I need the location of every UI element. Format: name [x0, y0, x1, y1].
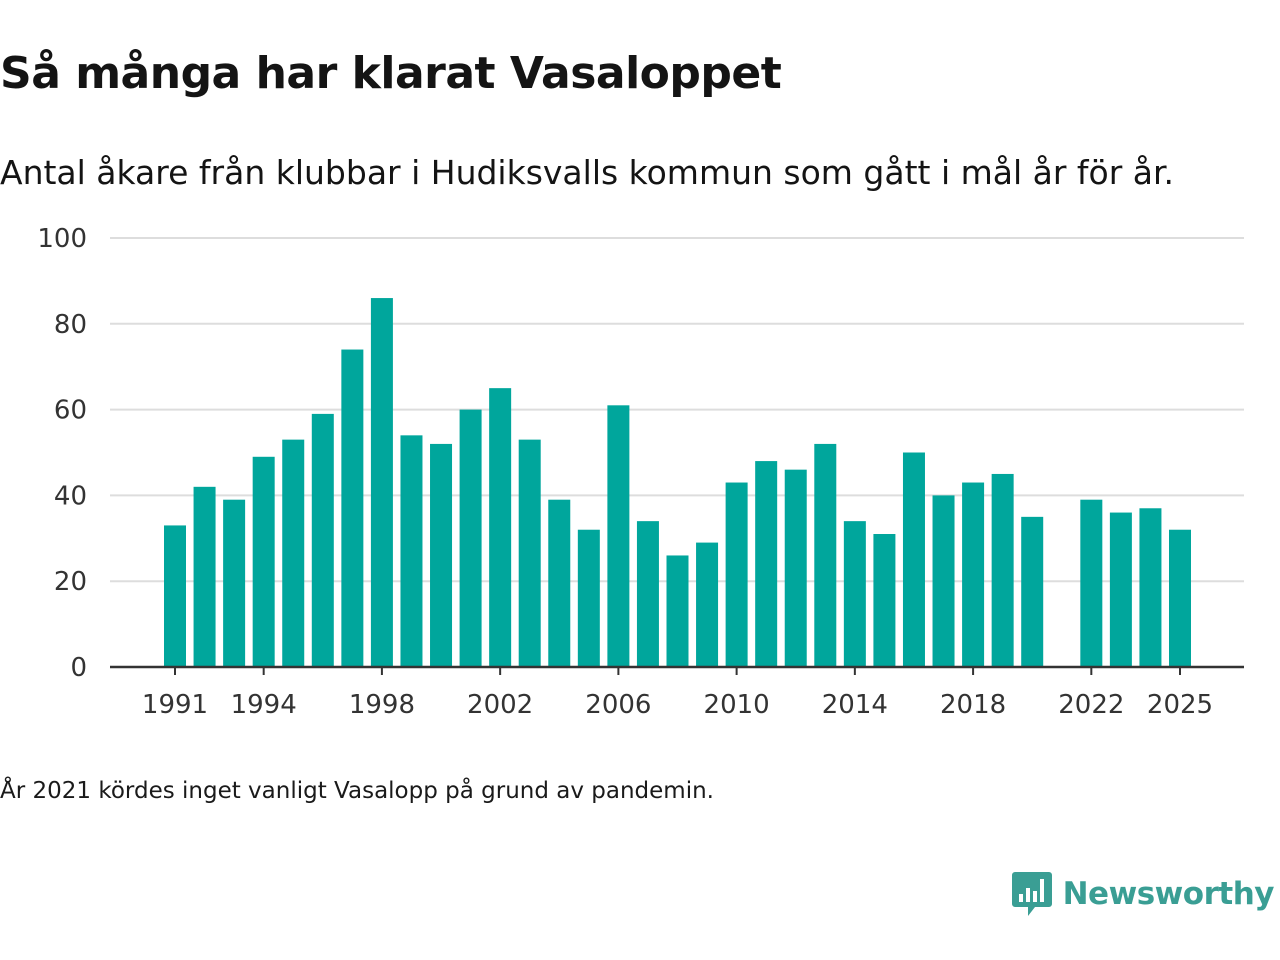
bar-2022 — [1080, 499, 1103, 667]
y-tick-label: 100 — [37, 224, 87, 254]
bar-2015 — [873, 534, 896, 667]
bar-2016 — [902, 452, 925, 667]
y-tick-label: 60 — [54, 396, 87, 426]
x-axis — [110, 665, 1244, 675]
bar-2004 — [548, 499, 571, 667]
y-tick-label: 40 — [54, 481, 87, 511]
bar-2011 — [755, 461, 778, 667]
bar-2007 — [636, 521, 659, 667]
bar-2019 — [991, 473, 1014, 667]
x-tick-label: 2022 — [1058, 690, 1124, 720]
bar-2018 — [962, 482, 985, 667]
bar-1993 — [223, 499, 246, 667]
brand-logo: Newsworthy — [1011, 870, 1275, 918]
bar-2005 — [577, 529, 600, 667]
gridlines — [110, 237, 1244, 583]
bar-2009 — [696, 542, 719, 667]
bar-2003 — [518, 439, 541, 667]
x-tick-label: 2018 — [940, 690, 1006, 720]
bar-2001 — [459, 409, 482, 667]
bar-2024 — [1139, 508, 1162, 667]
bar-1995 — [282, 439, 305, 667]
bar-2025 — [1169, 529, 1191, 667]
bar-1999 — [400, 435, 423, 667]
bar-2008 — [666, 555, 689, 667]
bar-1992 — [193, 486, 216, 667]
x-tick-label: 2025 — [1147, 690, 1213, 720]
x-tick-label: 2002 — [467, 690, 533, 720]
y-axis-labels: 0 20 40 60 80 100 — [37, 224, 87, 683]
x-tick-label: 1998 — [349, 690, 415, 720]
bar-2014 — [843, 521, 866, 667]
bar-1997 — [341, 349, 364, 667]
x-tick-label: 1991 — [142, 690, 208, 720]
x-axis-labels: 1991 1994 1998 2002 2006 2010 2014 2018 2022 2025 — [142, 690, 1213, 720]
bar-2020 — [1021, 516, 1044, 667]
y-tick-label: 80 — [54, 310, 87, 340]
bar-2013 — [814, 443, 837, 667]
brand-name: Newsworthy — [1062, 876, 1275, 912]
x-tick-label: 2014 — [822, 690, 888, 720]
bar-1994 — [252, 456, 275, 667]
bar-2002 — [489, 388, 512, 667]
bar-chart: 0 20 40 60 80 100 1991 1994 1998 2002 2006 2010 201… — [37, 224, 1244, 720]
newsworthy-logo-icon — [1011, 872, 1052, 916]
chart-subtitle: Antal åkare från klubbar i Hudiksvalls k… — [0, 153, 1175, 192]
x-tick-label: 2010 — [704, 690, 770, 720]
bar-2017 — [932, 495, 955, 667]
y-tick-label: 20 — [54, 567, 87, 597]
bar-1998 — [370, 298, 393, 667]
x-tick-label: 2006 — [585, 690, 651, 720]
x-tick-label: 1994 — [231, 690, 297, 720]
bar-1991 — [164, 525, 186, 667]
bar-2006 — [607, 405, 630, 667]
bar-2012 — [784, 469, 807, 667]
footnote: År 2021 kördes inget vanligt Vasalopp på… — [0, 778, 714, 804]
bar-2023 — [1109, 512, 1132, 667]
bar-1996 — [311, 413, 334, 667]
bar-2000 — [430, 443, 453, 667]
bar-2010 — [725, 482, 748, 667]
y-tick-label: 0 — [70, 653, 87, 683]
chart-title: Så många har klarat Vasaloppet — [0, 48, 782, 99]
bars — [164, 298, 1191, 667]
